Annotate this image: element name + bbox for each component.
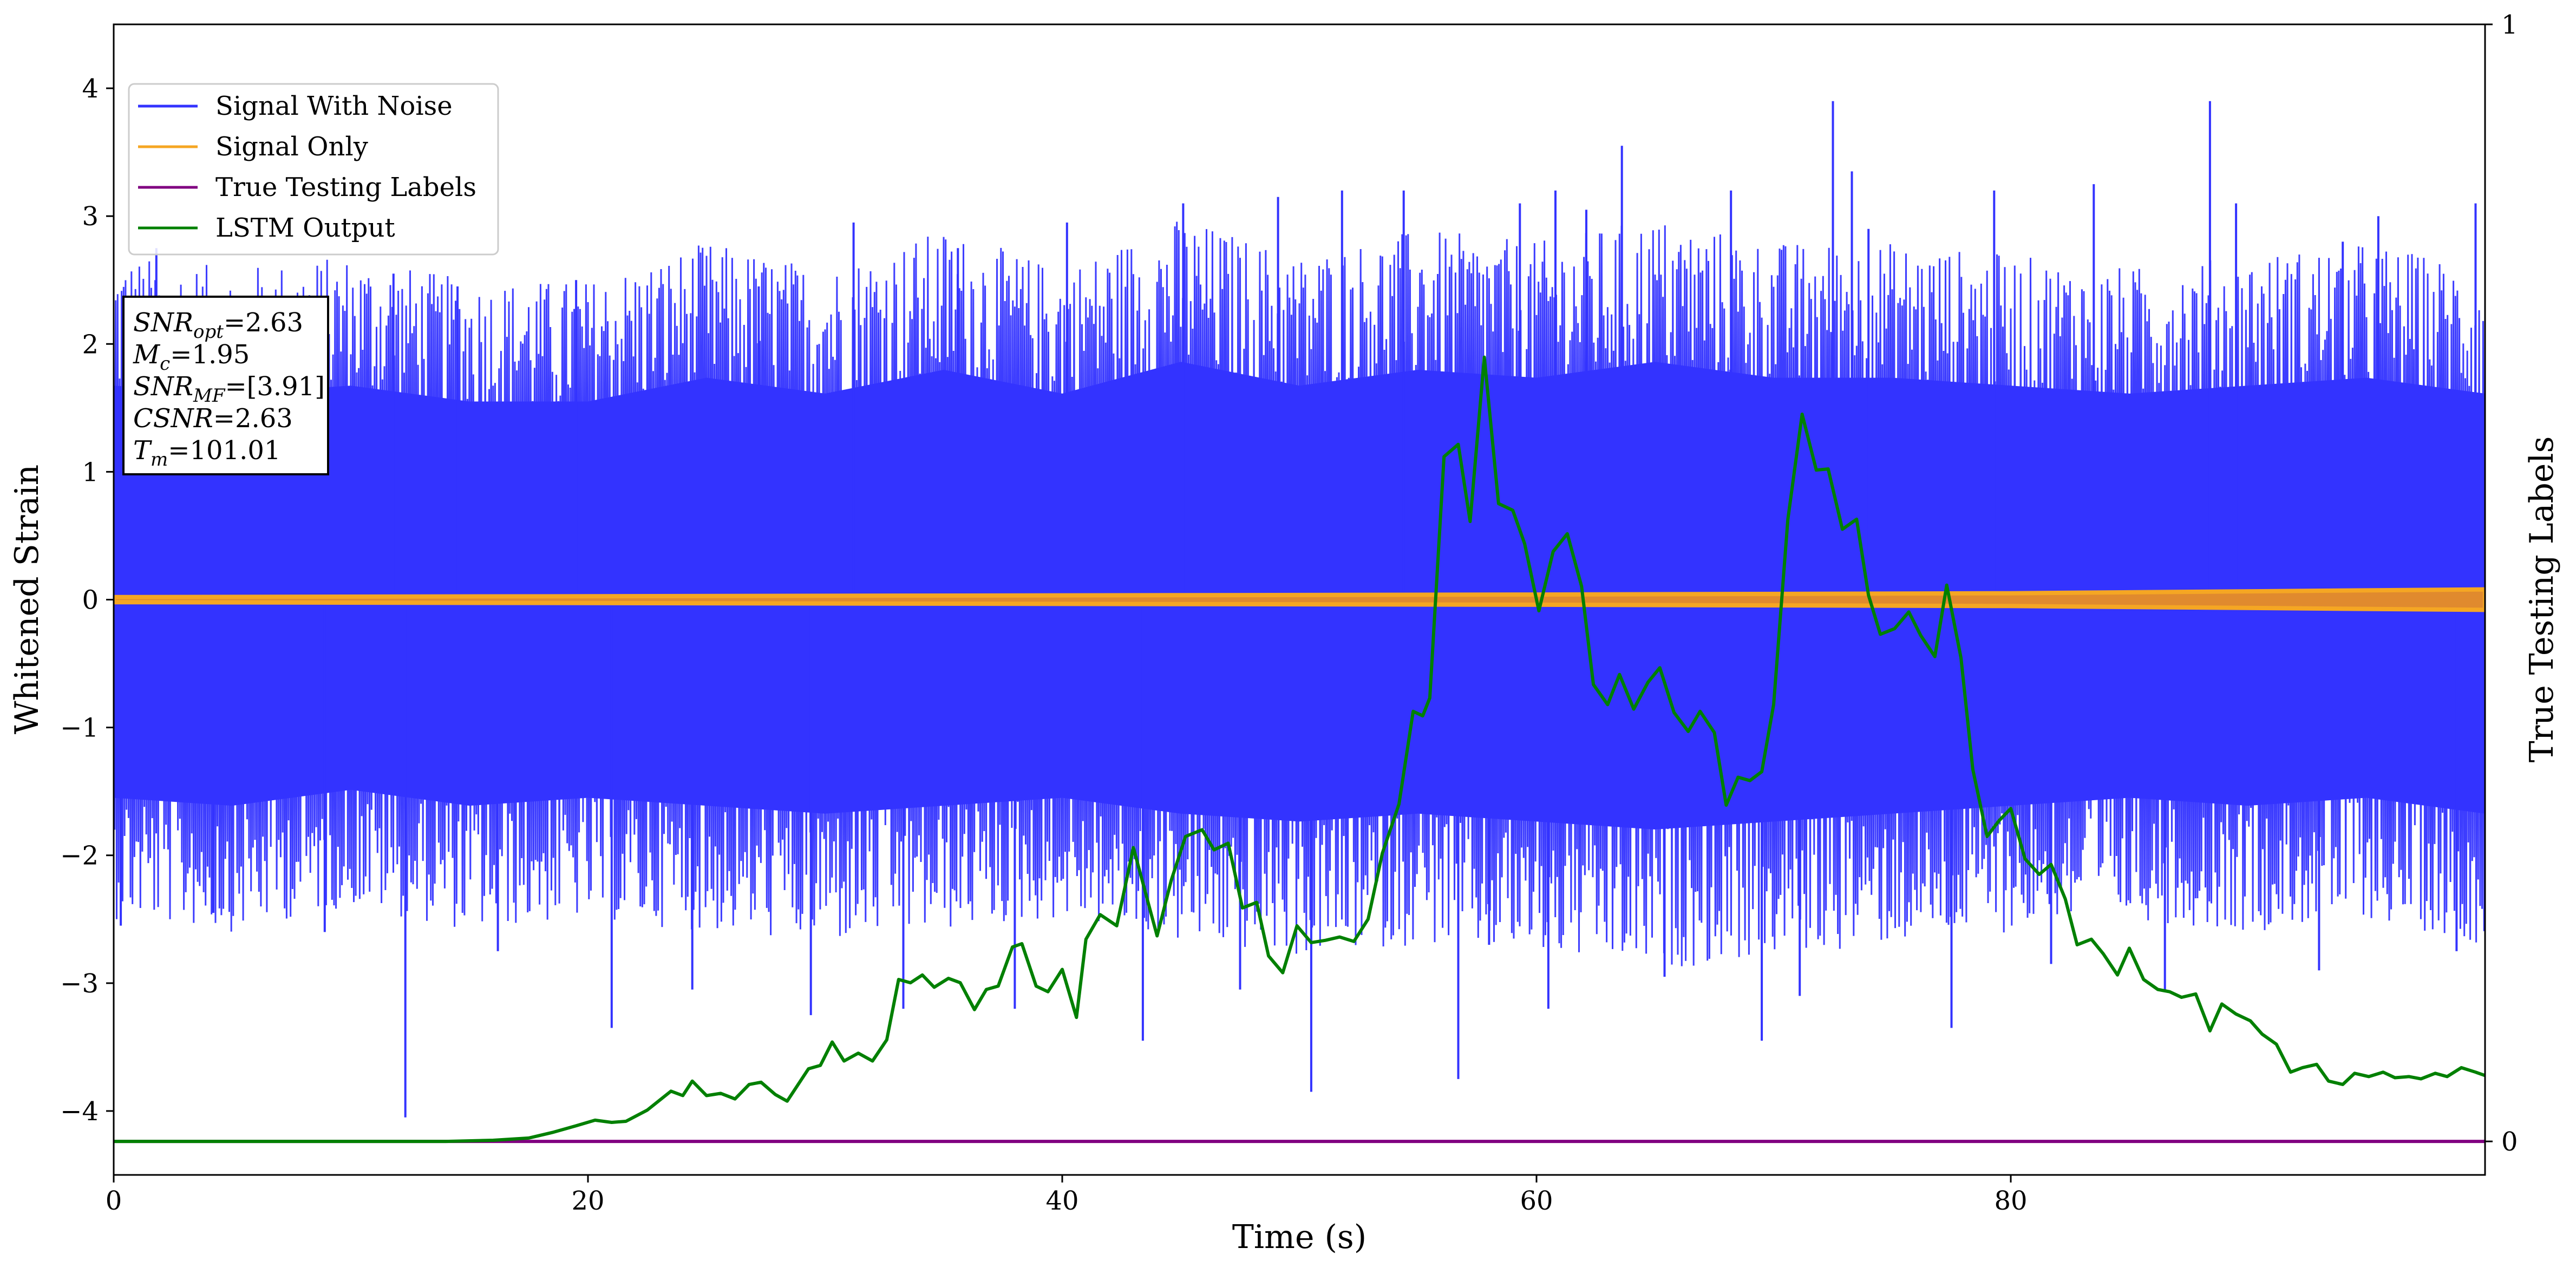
y2-axis-title: True Testing Labels (2523, 436, 2561, 763)
annotation-line-1: Mc=1.95 (133, 339, 250, 375)
y2-tick-label-1: 1 (2501, 10, 2518, 40)
y-tick-label-2: 2 (82, 329, 99, 360)
y-tick-label-0: 0 (82, 585, 99, 616)
metrics-annotation: SNRopt=2.63Mc=1.95SNRMF=[3.91]CSNR=2.63T… (122, 296, 329, 475)
lstm-output-line (114, 355, 2485, 1144)
y-tick-label--4: −4 (60, 1096, 99, 1127)
x-tick-label-60: 60 (1520, 1186, 1553, 1216)
series-signal-only (114, 587, 2485, 612)
legend-label-true-testing-labels: True Testing Labels (215, 172, 476, 202)
plot-area (114, 101, 2485, 1144)
y-tick-label-3: 3 (82, 201, 99, 232)
y-tick-label-1: 1 (82, 457, 99, 487)
legend-label-signal-with-noise: Signal With Noise (215, 91, 453, 121)
annotation-line-0: SNRopt=2.63 (133, 308, 303, 343)
legend-box (128, 83, 499, 256)
annotation-line-3: CSNR=2.63 (133, 403, 293, 434)
y-tick-label--3: −3 (60, 969, 99, 999)
series-lstm-output (114, 355, 2485, 1144)
y-tick-label--2: −2 (60, 841, 99, 871)
y-tick-label--1: −1 (60, 713, 99, 743)
annotation-box (122, 296, 329, 475)
x-tick-label-80: 80 (1994, 1186, 2027, 1216)
x-tick-label-20: 20 (571, 1186, 604, 1216)
signal-only-band (114, 587, 2485, 612)
legend-label-lstm-output: LSTM Output (215, 213, 395, 243)
y-tick-label-4: 4 (82, 74, 99, 104)
x-axis-ticks: 0 20 40 60 80 (106, 1175, 2028, 1216)
y-axis-title: Whitened Strain (8, 465, 46, 734)
y-axis-ticks: −4 −3 −2 −1 0 1 2 3 4 (60, 74, 114, 1127)
x-tick-label-0: 0 (106, 1186, 122, 1216)
annotation-line-2: SNRMF=[3.91] (133, 371, 325, 407)
x-axis-title: Time (s) (1232, 1218, 1367, 1256)
legend: Signal With Noise Signal Only True Testi… (128, 83, 499, 256)
y2-axis-ticks: 01 (2485, 10, 2518, 1157)
y2-tick-label-0: 0 (2501, 1127, 2518, 1157)
x-tick-label-40: 40 (1045, 1186, 1078, 1216)
signal-with-noise-line (114, 221, 2485, 966)
legend-label-signal-only: Signal Only (215, 132, 368, 162)
annotation-line-4: Tm=101.01 (133, 435, 280, 471)
